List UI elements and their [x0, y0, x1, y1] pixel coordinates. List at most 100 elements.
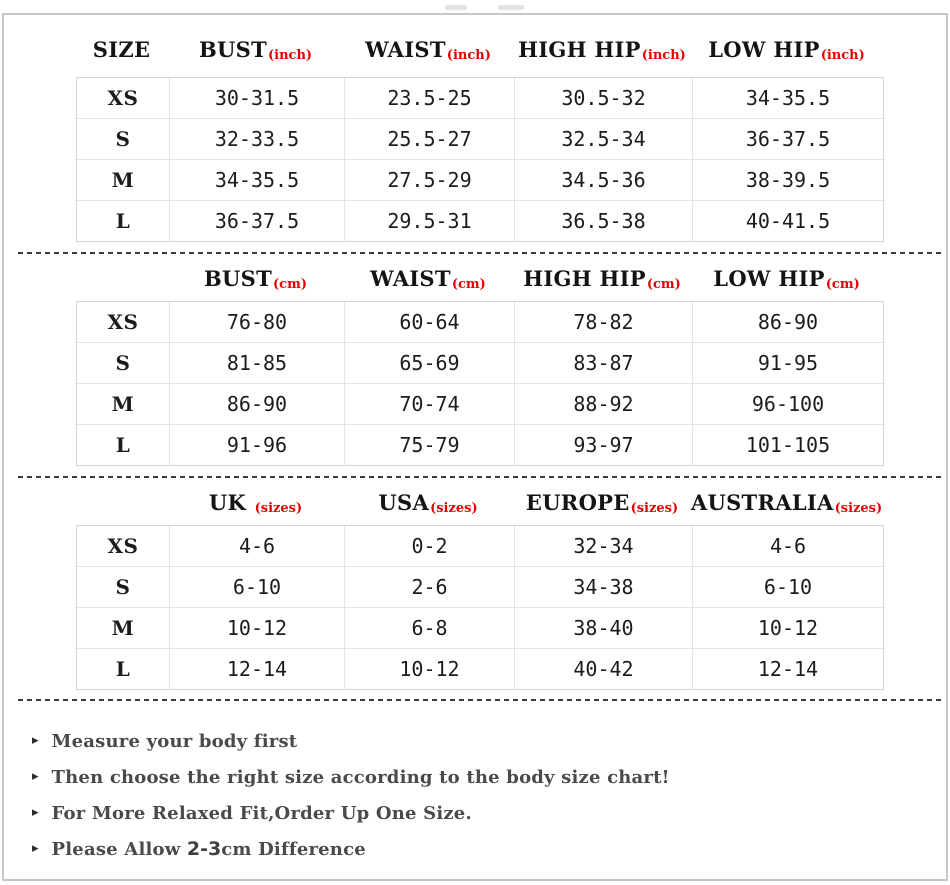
- header-unit: (sizes): [630, 500, 679, 516]
- value-cell: 65-69: [344, 342, 514, 383]
- header-label: BUST: [203, 265, 273, 291]
- table-header-row: BUST (cm) WAIST (cm) HIGH HIP (cm) LOW HIP(…: [76, 260, 882, 296]
- value-cell: 38-39.5: [692, 159, 883, 200]
- value-cell: 91-96: [169, 424, 344, 465]
- header-label: UK: [208, 489, 254, 515]
- bullet-triangle-icon: ▸: [32, 804, 39, 820]
- size-table-grid: XS 76-80 60-64 78-82 86-90 S 81-85 65-69…: [76, 301, 884, 466]
- cropped-text-remnant: [445, 5, 467, 10]
- value-cell: 86-90: [692, 302, 883, 342]
- sizing-notes: ▸ Measure your body first ▸ Then choose th…: [32, 723, 946, 867]
- header-label: USA: [378, 489, 430, 515]
- header-unit: (inch): [268, 47, 313, 63]
- header-low-hip: LOW HIP (inch): [691, 29, 882, 69]
- value-cell: 40-42: [514, 648, 692, 689]
- header-usa: USA (sizes): [343, 484, 513, 520]
- header-low-hip: LOW HIP (cm): [691, 260, 882, 296]
- value-cell: 34-35.5: [169, 159, 344, 200]
- value-cell: 101-105: [692, 424, 883, 465]
- value-cell: 25.5-27: [344, 118, 514, 159]
- value-cell: 70-74: [344, 383, 514, 424]
- table-header-row: SIZE BUST (inch) WAIST (inch) HIGH HIP (inc…: [76, 29, 882, 69]
- header-bust: BUST (inch): [168, 29, 343, 69]
- size-chart-panel: SIZE BUST (inch) WAIST (inch) HIGH HIP (inc…: [2, 5, 948, 881]
- header-europe: EUROPE (sizes): [513, 484, 691, 520]
- bullet-triangle-icon: ▸: [32, 732, 39, 748]
- header-unit: (sizes): [254, 500, 303, 516]
- value-cell: 23.5-25: [344, 78, 514, 118]
- dashed-divider: [18, 252, 942, 254]
- value-cell: 93-97: [514, 424, 692, 465]
- value-cell: 75-79: [344, 424, 514, 465]
- note-text: Measure your body first: [51, 730, 298, 752]
- size-cell: L: [77, 424, 169, 465]
- value-cell: 36-37.5: [692, 118, 883, 159]
- value-cell: 76-80: [169, 302, 344, 342]
- value-cell: 12-14: [169, 648, 344, 689]
- header-label: WAIST: [370, 265, 451, 291]
- size-cell: XS: [107, 86, 139, 110]
- header-label: BUST: [198, 36, 267, 62]
- size-cell: L: [77, 648, 169, 689]
- value-cell: 34-35.5: [692, 78, 883, 118]
- bullet-triangle-icon: ▸: [32, 840, 39, 856]
- value-cell: 10-12: [169, 607, 344, 648]
- header-uk: UK (sizes): [168, 484, 343, 520]
- header-high-hip: HIGH HIP (cm): [513, 260, 691, 296]
- value-cell: 32-34: [514, 526, 692, 566]
- header-unit: (inch): [641, 47, 686, 63]
- note-text: Then choose the right size according to …: [51, 766, 670, 788]
- size-cell: S: [77, 342, 169, 383]
- value-cell: 6-10: [169, 566, 344, 607]
- table-header-row: UK (sizes) USA (sizes) EUROPE (sizes) AUST…: [76, 484, 882, 520]
- size-table-grid: XS 4-6 0-2 32-34 4-6 S 6-10 2-6 34-38 6-…: [76, 525, 884, 690]
- header-label: AUSTRALIA: [690, 489, 834, 515]
- header-unit: (cm): [451, 276, 486, 292]
- header-label: HIGH HIP: [523, 265, 646, 291]
- value-cell: 91-95: [692, 342, 883, 383]
- size-cell: XS: [107, 534, 139, 558]
- value-cell: 12-14: [692, 648, 883, 689]
- header-empty: [76, 260, 168, 296]
- value-cell: 6-10: [692, 566, 883, 607]
- cropped-text-remnant: [498, 5, 524, 10]
- header-australia: AUSTRALIA (sizes): [691, 484, 882, 520]
- header-label: SIZE: [92, 36, 151, 62]
- note-relaxed-fit: ▸ For More Relaxed Fit,Order Up One Size.: [32, 795, 946, 831]
- size-cell: M: [77, 607, 169, 648]
- size-table-grid: XS 30-31.5 23.5-25 30.5-32 34-35.5 S 32-…: [76, 77, 884, 242]
- value-cell: 40-41.5: [692, 200, 883, 241]
- header-label: LOW HIP: [708, 36, 820, 62]
- note-measure-first: ▸ Measure your body first: [32, 723, 946, 759]
- dashed-divider: [18, 476, 942, 478]
- header-label: LOW HIP: [713, 265, 825, 291]
- header-label: HIGH HIP: [518, 36, 641, 62]
- value-cell: 30.5-32: [514, 78, 692, 118]
- header-unit: (inch): [820, 47, 865, 63]
- value-cell: 10-12: [344, 648, 514, 689]
- size-cell: M: [77, 383, 169, 424]
- header-label: WAIST: [365, 36, 446, 62]
- header-bust: BUST (cm): [168, 260, 343, 296]
- note-text: For More Relaxed Fit,Order Up One Size.: [51, 802, 472, 824]
- value-cell: 81-85: [169, 342, 344, 383]
- header-unit: (cm): [825, 276, 860, 292]
- size-cell: S: [77, 566, 169, 607]
- header-waist: WAIST (cm): [343, 260, 513, 296]
- value-cell: 6-8: [344, 607, 514, 648]
- header-unit: (cm): [273, 276, 308, 292]
- value-cell: 83-87: [514, 342, 692, 383]
- note-text: cm Difference: [221, 838, 366, 860]
- value-cell: 34-38: [514, 566, 692, 607]
- value-cell: 32.5-34: [514, 118, 692, 159]
- note-allow-difference: ▸ Please Allow 2-3 cm Difference: [32, 831, 946, 867]
- header-unit: (cm): [646, 276, 681, 292]
- header-empty: [76, 484, 168, 520]
- value-cell: 32-33.5: [169, 118, 344, 159]
- value-cell: 34.5-36: [514, 159, 692, 200]
- note-choose-size: ▸ Then choose the right size according to…: [32, 759, 946, 795]
- size-table-cm: BUST (cm) WAIST (cm) HIGH HIP (cm) LOW HIP(…: [4, 260, 946, 466]
- value-cell: 29.5-31: [344, 200, 514, 241]
- note-emphasis: 2-3: [186, 838, 222, 860]
- value-cell: 4-6: [692, 526, 883, 566]
